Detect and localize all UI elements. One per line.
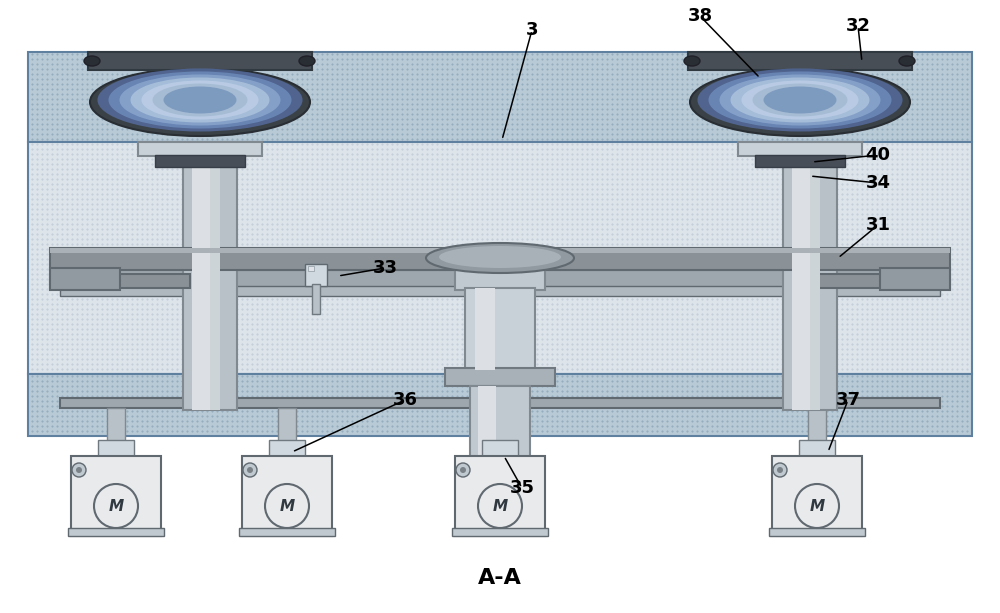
Bar bbox=[880, 268, 950, 290]
Ellipse shape bbox=[730, 77, 869, 123]
Bar bbox=[305, 264, 327, 286]
Ellipse shape bbox=[764, 86, 836, 113]
Ellipse shape bbox=[697, 69, 902, 132]
Ellipse shape bbox=[98, 69, 302, 132]
Text: 35: 35 bbox=[510, 479, 534, 497]
Text: 3: 3 bbox=[526, 21, 538, 39]
Bar bbox=[183, 167, 237, 410]
Circle shape bbox=[460, 467, 466, 473]
Text: M: M bbox=[492, 498, 508, 514]
Ellipse shape bbox=[142, 80, 259, 120]
Text: 34: 34 bbox=[865, 174, 890, 192]
Bar bbox=[792, 167, 810, 410]
Circle shape bbox=[243, 463, 257, 477]
Ellipse shape bbox=[426, 243, 574, 273]
Bar bbox=[98, 440, 134, 456]
Bar bbox=[138, 142, 262, 156]
Circle shape bbox=[456, 463, 470, 477]
Bar bbox=[269, 440, 305, 456]
Bar bbox=[60, 270, 940, 288]
Bar bbox=[808, 408, 826, 488]
Bar bbox=[50, 274, 190, 288]
Ellipse shape bbox=[690, 68, 910, 136]
Bar bbox=[88, 52, 312, 70]
Bar bbox=[242, 456, 332, 536]
Ellipse shape bbox=[741, 80, 858, 120]
Circle shape bbox=[773, 463, 787, 477]
Bar bbox=[60, 286, 940, 296]
Bar bbox=[210, 167, 220, 410]
Bar bbox=[28, 374, 972, 436]
Ellipse shape bbox=[84, 56, 100, 66]
Ellipse shape bbox=[899, 56, 915, 66]
Ellipse shape bbox=[90, 68, 310, 136]
Text: M: M bbox=[108, 498, 124, 514]
Bar bbox=[192, 167, 210, 410]
Bar bbox=[60, 398, 940, 408]
Ellipse shape bbox=[719, 75, 880, 126]
Text: 32: 32 bbox=[845, 17, 870, 35]
Circle shape bbox=[777, 467, 783, 473]
Text: 33: 33 bbox=[372, 259, 398, 277]
Circle shape bbox=[76, 467, 82, 473]
Bar bbox=[107, 408, 125, 488]
Text: M: M bbox=[809, 498, 825, 514]
Bar bbox=[478, 386, 496, 468]
Bar bbox=[455, 456, 545, 536]
Ellipse shape bbox=[109, 72, 292, 129]
Bar bbox=[475, 288, 495, 370]
Bar bbox=[810, 167, 820, 410]
Ellipse shape bbox=[299, 56, 315, 66]
Bar bbox=[772, 456, 862, 536]
Bar bbox=[755, 155, 845, 167]
Text: 37: 37 bbox=[835, 391, 860, 409]
Text: 38: 38 bbox=[687, 7, 713, 25]
Bar bbox=[452, 528, 548, 536]
Bar bbox=[68, 528, 164, 536]
Text: 31: 31 bbox=[865, 216, 890, 234]
Ellipse shape bbox=[131, 77, 270, 123]
Bar bbox=[783, 167, 837, 410]
Text: M: M bbox=[279, 498, 295, 514]
Bar bbox=[50, 268, 120, 290]
Ellipse shape bbox=[752, 83, 848, 116]
Circle shape bbox=[265, 484, 309, 528]
Bar bbox=[308, 266, 314, 271]
Bar bbox=[799, 440, 835, 456]
Ellipse shape bbox=[684, 56, 700, 66]
Circle shape bbox=[247, 467, 253, 473]
Bar bbox=[28, 142, 972, 374]
Bar bbox=[155, 155, 245, 167]
Bar bbox=[465, 288, 535, 370]
Bar bbox=[688, 52, 912, 70]
Bar bbox=[239, 528, 335, 536]
Ellipse shape bbox=[120, 75, 281, 126]
Circle shape bbox=[72, 463, 86, 477]
Bar bbox=[769, 528, 865, 536]
Bar bbox=[810, 274, 950, 288]
Text: 40: 40 bbox=[865, 146, 890, 164]
Bar bbox=[470, 386, 530, 468]
Circle shape bbox=[94, 484, 138, 528]
Ellipse shape bbox=[708, 72, 892, 129]
Bar bbox=[738, 142, 862, 156]
Text: 36: 36 bbox=[392, 391, 418, 409]
Ellipse shape bbox=[153, 83, 248, 116]
Bar bbox=[482, 440, 518, 456]
Bar bbox=[50, 248, 950, 270]
Bar bbox=[312, 284, 320, 314]
Bar bbox=[28, 52, 972, 142]
Bar bbox=[278, 408, 296, 488]
Bar bbox=[455, 258, 545, 290]
Bar bbox=[71, 456, 161, 536]
Circle shape bbox=[478, 484, 522, 528]
Circle shape bbox=[795, 484, 839, 528]
Bar bbox=[445, 368, 555, 386]
Ellipse shape bbox=[439, 246, 561, 268]
Ellipse shape bbox=[164, 86, 237, 113]
Text: A-A: A-A bbox=[478, 568, 522, 588]
Bar bbox=[50, 248, 950, 253]
